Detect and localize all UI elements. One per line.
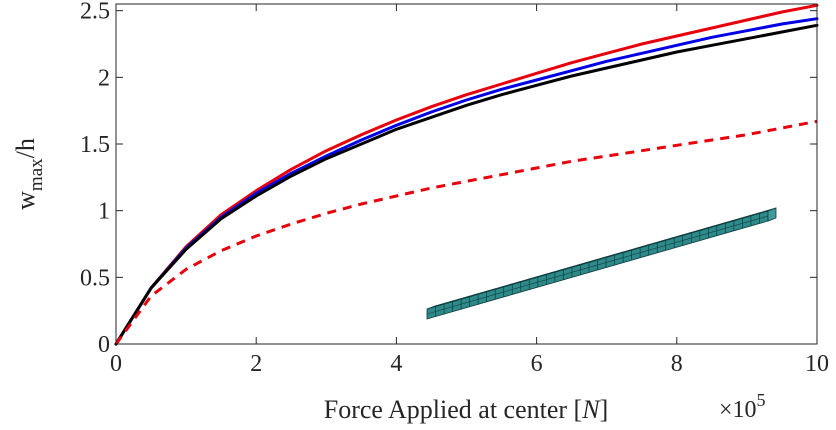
y-tick-label: 0.5: [80, 265, 110, 291]
beam-mesh-line: [622, 249, 632, 253]
y-tick-label: 2: [98, 65, 110, 91]
beam-mesh-line: [605, 254, 615, 258]
beam-mesh-line: [529, 276, 538, 280]
x-axis-label: Force Applied at center [N]: [324, 395, 608, 424]
beam-mesh-line: [571, 264, 581, 268]
beam-mesh-line: [460, 295, 470, 300]
series-line-3: [114, 23, 819, 346]
plot-frame: [115, 3, 818, 345]
beam-mesh-line: [435, 303, 444, 307]
beam-mesh-line: [580, 261, 589, 266]
x-axis-label-end: ]: [600, 395, 609, 424]
y-axis-label-rest: /h: [11, 138, 40, 158]
x-axis-label-main: Force Applied at center [: [324, 395, 582, 424]
beam-mesh-line: [486, 288, 495, 293]
beam-mesh-line: [495, 286, 504, 290]
beam-mesh-line: [546, 271, 555, 276]
beam-mesh-line: [759, 210, 768, 214]
beam-mesh-line: [537, 273, 546, 278]
beam-mesh-line: [648, 241, 657, 246]
beam-mesh-line: [657, 239, 666, 244]
tick-layer: 0 2 4 6 8 10 0 0.5 1 1.5 2 2.5: [80, 0, 829, 377]
y-axis-label: wmax/h: [11, 138, 47, 210]
beam-inset: [426, 207, 777, 320]
beam-mesh-line: [614, 251, 623, 256]
beam-mesh-line: [725, 219, 734, 224]
beam-mesh-line: [563, 266, 572, 271]
y-tick-label: 2.5: [80, 0, 110, 25]
x-tick-label: 4: [390, 351, 402, 377]
y-tick-label: 0: [98, 332, 110, 358]
beam-mesh-line: [469, 293, 478, 298]
x-tick-label: 10: [805, 351, 829, 377]
x-tick-label: 6: [531, 351, 543, 377]
beam-mesh-line: [512, 281, 521, 285]
x-axis-exponent: ×105: [719, 390, 766, 423]
beam-mesh-line: [708, 224, 717, 229]
beam-mesh-line: [443, 300, 453, 305]
beam-mesh-line: [503, 283, 512, 288]
x-tick-label: 2: [250, 351, 262, 377]
beam-mesh-line: [750, 212, 760, 217]
beam-mesh-line: [597, 256, 606, 261]
x-axis-label-unit: N: [581, 395, 601, 424]
y-axis-label-sub: max: [26, 158, 47, 191]
series-layer: [114, 3, 819, 346]
beam-mesh-line: [452, 298, 461, 302]
beam-mesh-line: [631, 246, 640, 251]
x-tick-label: 8: [671, 351, 683, 377]
series-line-1: [114, 3, 819, 346]
beam-mesh-line: [426, 215, 769, 315]
beam-mesh-line: [716, 222, 725, 227]
beam-mesh-line: [478, 290, 487, 295]
x-axis-exponent-power: 5: [757, 390, 766, 410]
beam-mesh-line: [682, 232, 691, 236]
y-tick-label: 1: [98, 199, 110, 225]
beam-mesh-line: [640, 244, 649, 249]
beam-mesh-line: [520, 278, 529, 283]
x-axis-exponent-base: ×10: [719, 397, 757, 423]
beam-end-face: [767, 207, 777, 222]
beam-mesh-line: [699, 227, 708, 231]
y-tick-label: 1.5: [80, 132, 110, 158]
beam-mesh-line: [674, 234, 683, 239]
beam-mesh-line: [733, 217, 743, 222]
beam-mesh-line: [742, 215, 751, 219]
x-tick-label: 0: [110, 351, 122, 377]
series-line-2: [114, 17, 819, 346]
beam-mesh-line: [554, 268, 563, 273]
y-axis-label-w: w: [11, 191, 40, 210]
beam-mesh-line: [588, 259, 598, 263]
beam-mesh-line: [665, 237, 674, 241]
beam-mesh-line: [691, 229, 700, 234]
